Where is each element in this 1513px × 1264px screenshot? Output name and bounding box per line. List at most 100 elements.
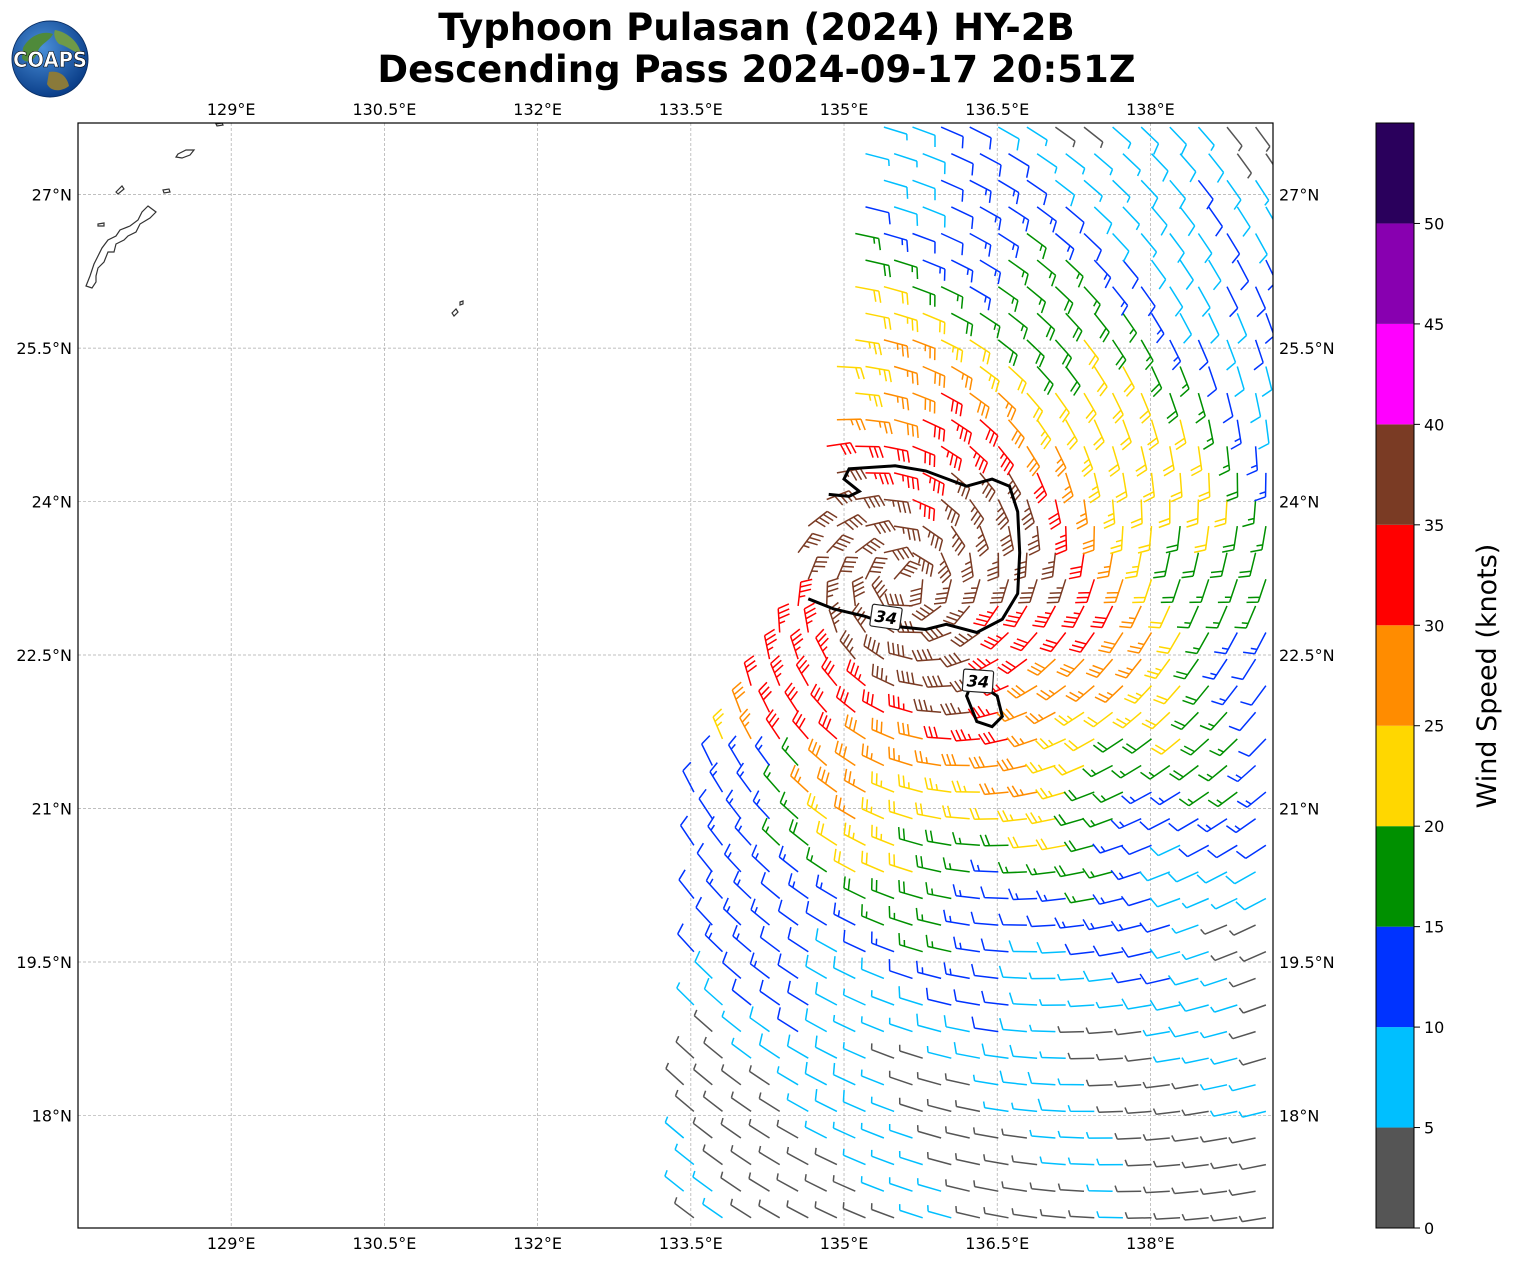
- wind-barb: [695, 896, 713, 926]
- wind-barb: [806, 792, 828, 820]
- wind-barb: [1246, 579, 1267, 604]
- wind-barb: [923, 725, 952, 740]
- colorbar-segment-0: [1376, 1127, 1414, 1228]
- wind-barb: [1036, 206, 1058, 233]
- wind-barb: [1006, 785, 1038, 798]
- wind-barb: [702, 1090, 723, 1112]
- wind-barb: [981, 1043, 1009, 1059]
- lon-tick-top-4: 135°E: [820, 100, 869, 119]
- wind-barb: [1053, 763, 1085, 776]
- wind-barb: [723, 843, 742, 873]
- wind-barb: [1149, 897, 1181, 908]
- wind-barb: [758, 1145, 781, 1166]
- wind-barb: [1082, 919, 1113, 931]
- wind-barb: [975, 525, 990, 557]
- wind-barb: [842, 1148, 866, 1166]
- lat-tick-right-2: 24°N: [1279, 493, 1319, 512]
- wind-barb: [855, 392, 883, 408]
- wind-barb: [676, 982, 695, 1006]
- wind-barb: [1122, 206, 1141, 231]
- wind-barb: [883, 498, 912, 514]
- contour-label-1: 34: [869, 603, 903, 631]
- wind-barb: [1057, 973, 1085, 981]
- wind-barb: [953, 1041, 981, 1059]
- wind-barb: [1238, 552, 1257, 579]
- wind-barb: [1092, 843, 1124, 854]
- wind-barb: [1028, 972, 1056, 980]
- wind-barb: [861, 743, 885, 767]
- wind-barb: [664, 1170, 685, 1192]
- wind-barb: [763, 628, 777, 660]
- wind-barb: [888, 1017, 913, 1033]
- wind-barb: [720, 1171, 742, 1192]
- wind-barb: [1174, 419, 1187, 451]
- wind-barb: [943, 1015, 970, 1033]
- wind-barb: [933, 579, 953, 605]
- wind-barb: [787, 980, 809, 1006]
- wind-barb: [1197, 286, 1211, 317]
- wind-barb: [922, 525, 944, 552]
- wind-barb: [1057, 1130, 1085, 1139]
- wind-barb: [836, 556, 859, 580]
- wind-barb: [1093, 419, 1105, 451]
- wind-barb: [814, 1201, 838, 1219]
- wind-barb: [983, 1206, 1009, 1219]
- wind-barb: [1169, 339, 1182, 371]
- wind-barb: [983, 1154, 1009, 1166]
- lat-tick-left-3: 22.5°N: [16, 646, 72, 665]
- wind-barb: [1140, 126, 1160, 155]
- wind-barb: [1008, 153, 1030, 178]
- wind-barb: [816, 820, 838, 846]
- wind-barb: [898, 1204, 923, 1219]
- wind-barb: [1038, 998, 1066, 1006]
- wind-barb: [1037, 1098, 1066, 1113]
- wind-barb: [1253, 339, 1264, 371]
- wind-barb: [1065, 153, 1086, 175]
- wind-barb: [1226, 179, 1242, 210]
- wind-barb: [749, 1006, 770, 1033]
- wind-barb: [898, 986, 923, 1006]
- wind-barb: [1122, 312, 1138, 344]
- wind-barb: [814, 1147, 838, 1166]
- wind-barb: [1011, 1208, 1038, 1219]
- wind-barb: [870, 990, 895, 1006]
- lon-tick-top-1: 130.5°E: [352, 100, 416, 119]
- wind-barb: [821, 656, 838, 687]
- wind-barb: [1115, 472, 1128, 504]
- wind-barb: [1139, 973, 1170, 985]
- contour-label-2: 34: [961, 668, 995, 694]
- wind-barb: [897, 721, 923, 740]
- wind-barb: [1063, 738, 1095, 752]
- wind-barb: [925, 882, 952, 900]
- wind-barb: [792, 710, 809, 740]
- colorbar-tick-label-6: 30: [1424, 616, 1444, 635]
- wind-barb: [1258, 419, 1270, 450]
- wind-barb: [1025, 863, 1056, 876]
- wind-barb: [1064, 943, 1095, 956]
- logo-text: COAPS: [13, 48, 87, 72]
- wind-barb: [888, 852, 913, 873]
- wind-barb: [1110, 526, 1124, 555]
- wind-barb: [950, 153, 974, 176]
- wind-barb: [870, 931, 895, 953]
- wind-barb: [997, 339, 1018, 367]
- map-frame: [77, 122, 1274, 1229]
- wind-barb: [1169, 233, 1185, 264]
- wind-barb: [1238, 1004, 1267, 1014]
- wind-barb: [786, 1200, 809, 1219]
- wind-barb: [898, 1097, 923, 1113]
- wind-barb: [1127, 632, 1153, 654]
- wind-barb: [705, 870, 724, 900]
- wind-barb: [1046, 579, 1067, 604]
- wind-barb: [842, 988, 866, 1006]
- wind-barb: [832, 956, 856, 980]
- wind-barb: [1010, 632, 1038, 652]
- wind-barb: [926, 1098, 952, 1113]
- wind-barb: [795, 655, 810, 687]
- wind-barb: [916, 1072, 942, 1086]
- wind-barb: [888, 799, 913, 820]
- wind-barb: [1208, 206, 1224, 237]
- wind-barb: [940, 445, 963, 471]
- wind-barb: [937, 552, 952, 584]
- wind-barb: [883, 179, 909, 199]
